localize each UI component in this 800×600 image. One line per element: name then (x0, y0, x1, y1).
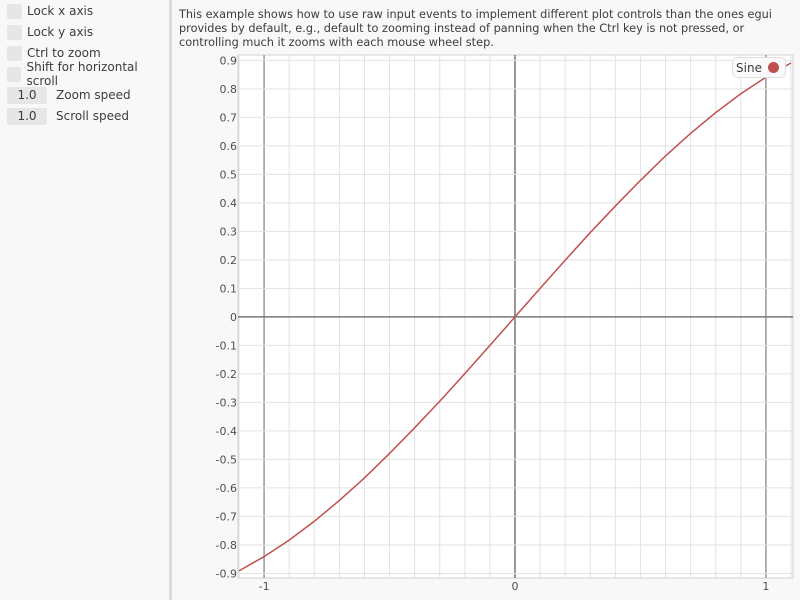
checkbox-box[interactable] (7, 24, 22, 40)
legend-label: Sine (736, 60, 762, 75)
controls-panel: Lock x axis Lock y axis Ctrl to zoom Shi… (0, 0, 168, 600)
y-tick-label: 0.6 (220, 140, 238, 153)
x-tick-label: 0 (511, 580, 518, 593)
y-tick-label: -0.2 (216, 368, 237, 381)
shift-scroll-checkbox[interactable]: Shift for horizontal scroll (7, 60, 168, 88)
zoom-speed-row: 1.0 Zoom speed (7, 85, 131, 105)
y-tick-label: 0.5 (220, 168, 238, 181)
y-tick-label: -0.1 (216, 339, 237, 352)
scroll-speed-label: Scroll speed (56, 109, 129, 123)
y-tick-label: 0.9 (220, 54, 238, 67)
y-tick-label: -0.3 (216, 396, 237, 409)
y-tick-label: 0.8 (220, 83, 238, 96)
checkbox-box[interactable] (7, 3, 22, 19)
y-tick-label: -0.6 (216, 482, 237, 495)
checkbox-label: Ctrl to zoom (27, 46, 101, 60)
y-tick-label: 0.7 (220, 111, 238, 124)
y-tick-label: -0.8 (216, 539, 237, 552)
y-tick-label: 0 (230, 311, 237, 324)
checkbox-label: Lock y axis (27, 25, 94, 39)
checkbox-label: Lock x axis (27, 4, 94, 18)
checkbox-label: Shift for horizontal scroll (26, 60, 138, 88)
y-tick-label: -0.7 (216, 510, 237, 523)
y-tick-label: -0.5 (216, 453, 237, 466)
y-tick-label: -0.9 (216, 567, 237, 580)
x-tick-label: -1 (259, 580, 270, 593)
x-tick-label: 1 (762, 580, 769, 593)
zoom-speed-dragvalue[interactable]: 1.0 (7, 86, 47, 104)
y-tick-label: 0.1 (220, 282, 238, 295)
legend-item-sine[interactable]: Sine (732, 57, 786, 78)
checkbox-box[interactable] (7, 45, 22, 61)
ctrl-zoom-checkbox[interactable]: Ctrl to zoom (7, 43, 101, 63)
lock-x-checkbox[interactable]: Lock x axis (7, 1, 93, 21)
description-text: This example shows how to use raw input … (179, 8, 772, 49)
series-line-sine (238, 62, 792, 572)
y-tick-label: 0.2 (220, 254, 238, 267)
y-tick-label: -0.4 (216, 425, 237, 438)
legend-dot-icon (768, 62, 779, 73)
y-tick-label: 0.3 (220, 225, 238, 238)
scroll-speed-dragvalue[interactable]: 1.0 (7, 107, 47, 125)
y-tick-label: 0.4 (220, 197, 238, 210)
lock-y-checkbox[interactable]: Lock y axis (7, 22, 93, 42)
checkbox-box[interactable] (7, 66, 22, 82)
scroll-speed-row: 1.0 Scroll speed (7, 106, 129, 126)
zoom-speed-label: Zoom speed (56, 88, 131, 102)
panel-resize-handle[interactable] (169, 0, 172, 600)
